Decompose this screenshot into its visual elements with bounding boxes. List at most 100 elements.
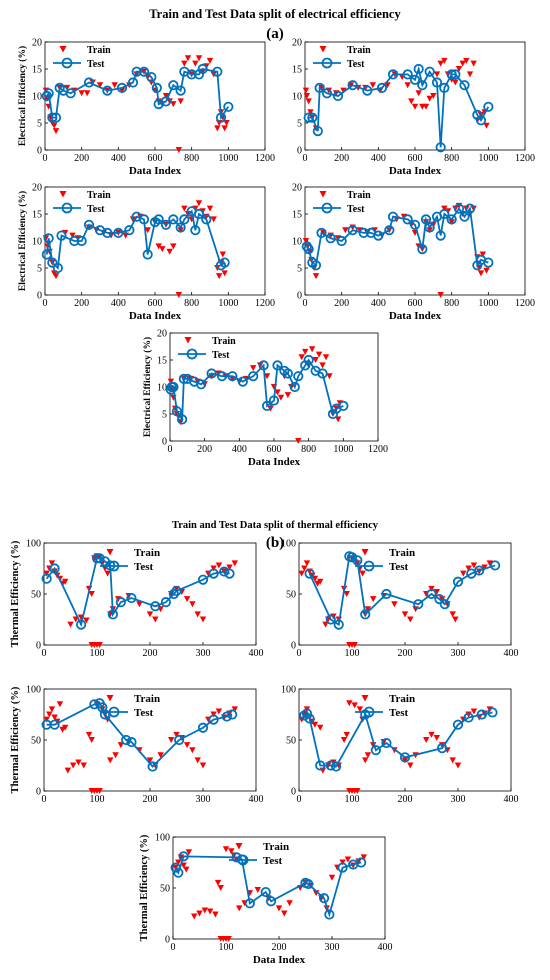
panel-b2-test-point: [426, 588, 437, 600]
panel-a3-train-point: [177, 227, 184, 234]
panel-b5-legend-train-marker: [235, 843, 243, 850]
panel-b5-train-point: [344, 856, 352, 863]
panel-b5-train-point: [328, 874, 336, 881]
panel-a1-ytick-label: 15: [32, 65, 42, 76]
panel-b1-test-point: [208, 568, 219, 579]
panel-b3-ylabel: Thermal Efficiency (%): [10, 686, 21, 793]
panel-b5-train-point: [236, 905, 243, 912]
panel-a1-xtick-label: 1200: [255, 153, 275, 164]
panel-b3-test-point: [227, 709, 238, 720]
panel-a4-legend-test-marker: [321, 202, 333, 214]
panel-b3-train-point: [46, 711, 53, 718]
panel-a3-xtick-label: 600: [148, 298, 163, 309]
panel-b1-test-point: [76, 619, 87, 630]
panel-b2-test-point: [333, 619, 344, 630]
panel-a5-train-point: [250, 365, 257, 372]
panel-b4-train-point: [428, 731, 435, 738]
panel-a3-test-point: [142, 249, 153, 260]
panel-a3-test-point: [175, 222, 186, 233]
panel-b1-train-point: [226, 564, 233, 571]
panel-b5-train-point: [217, 885, 224, 891]
panel-b1-legend-test-label: Test: [134, 561, 153, 573]
panel-b1-test-point: [219, 566, 230, 577]
panel-a5-xtick-label: 400: [232, 444, 247, 455]
panel-a3-train-point: [219, 251, 227, 258]
panel-a1-xtick-label: 200: [74, 153, 89, 164]
panel-b5-test-point: [231, 852, 242, 863]
panel-a2-ytick-label: 10: [292, 92, 302, 103]
panel-b3-train-point: [88, 737, 95, 743]
panel-a4-train-point: [342, 227, 349, 234]
panel-a3-test-point: [168, 214, 179, 225]
panel-a4-ytick-label: 0: [297, 291, 302, 302]
panel-b4-train-point: [401, 757, 409, 764]
panel-b5-train-point: [212, 911, 219, 918]
panel-b3-ytick-label: 0: [36, 787, 41, 798]
panel-a3-legend-train-marker: [59, 191, 67, 198]
title-electrical: Train and Test Data split of electrical …: [149, 7, 401, 21]
panel-b1-test-point: [197, 574, 209, 585]
panel-a1-train-point: [175, 147, 183, 153]
panel-a5-xtick-label: 1000: [333, 444, 353, 455]
panel-b2-train-point: [449, 611, 456, 618]
panel-a2: 0 200 400 600 800 1000 1200 0 5 10 15 20 Data Index T…: [292, 38, 535, 178]
panel-a2-train-point: [466, 71, 474, 78]
panel-a1-test-point: [160, 96, 172, 107]
panel-b3-xtick-label: 300: [196, 794, 211, 805]
panel-b4-train-point: [470, 708, 478, 715]
panel-a4-test-point: [483, 257, 494, 268]
panel-a3-xtick-label: 0: [43, 298, 48, 309]
panel-a4-test-point: [358, 227, 369, 238]
panel-b1-train-point: [67, 621, 74, 628]
panel-b5-test-point: [356, 857, 367, 868]
panel-a2-legend-test-marker: [321, 57, 333, 69]
panel-b5-train-point: [286, 900, 293, 907]
panel-b3-train-point: [168, 737, 175, 743]
panel-a3-legend-test-marker: [61, 202, 73, 214]
panel-b3: 0 100 200 300 400 0 50 100 Thermal Efficiency (%…: [10, 685, 264, 806]
panel-b1-train-point: [231, 560, 238, 567]
panel-b4-test-point: [436, 743, 448, 754]
panel-a5-train-point: [277, 394, 285, 401]
panel-a3-train-point: [215, 273, 223, 280]
panel-a2-train-point: [437, 60, 444, 67]
panel-b2-xtick-label: 400: [504, 648, 519, 659]
panel-b1-train-point: [194, 611, 201, 618]
panel-a1-train-point: [83, 90, 91, 97]
panel-b3-train-point: [157, 752, 164, 759]
panel-a1-ytick-label: 20: [32, 38, 42, 49]
panel-a4-train-point: [441, 205, 448, 212]
panel-a1-xtick-label: 1000: [218, 153, 238, 164]
panel-a1-test-point: [127, 77, 139, 88]
panel-b4-xtick-label: 200: [398, 794, 413, 805]
panel-b5-train-point: [275, 905, 283, 912]
panel-a5-train-point: [302, 348, 309, 355]
panel-b3-train-point: [215, 708, 223, 715]
panel-a1-test-point: [138, 66, 150, 77]
panel-a4-train-point: [448, 219, 455, 226]
panel-a5-train-point: [284, 392, 292, 399]
panel-a3-test-point: [193, 208, 205, 220]
panel-a5-test-point: [289, 381, 300, 393]
panel-a2-ytick-label: 15: [292, 65, 302, 76]
panel-b2-train-point: [433, 588, 440, 595]
panel-b2-train-point: [465, 565, 472, 572]
panel-b4-train-point: [346, 700, 353, 707]
panel-b2-train-point: [343, 591, 350, 597]
panel-a3-test-point: [201, 214, 212, 225]
panel-b4-ytick-label: 50: [286, 736, 296, 747]
panel-a2-xtick-label: 0: [303, 153, 308, 164]
panel-b5-train-point: [254, 887, 261, 894]
panel-b4-train-point: [340, 737, 348, 743]
panel-a5: 0 200 400 600 800 1000 1200 0 5 10 15 20 Data Index E…: [142, 329, 388, 469]
panel-a1-train-point: [96, 82, 104, 89]
panel-a5-xtick-label: 200: [197, 444, 212, 455]
panel-a3-ytick-label: 0: [37, 291, 42, 302]
panel-b2-train-point: [311, 575, 319, 582]
panel-b1-test-point: [171, 585, 182, 597]
panel-a1-test-point: [175, 85, 186, 96]
panel-b4-xtick-label: 300: [451, 794, 466, 805]
panel-a4-test-point: [316, 227, 327, 238]
panel-a3-test-point: [47, 257, 58, 268]
panel-b5-train-point: [191, 913, 198, 920]
